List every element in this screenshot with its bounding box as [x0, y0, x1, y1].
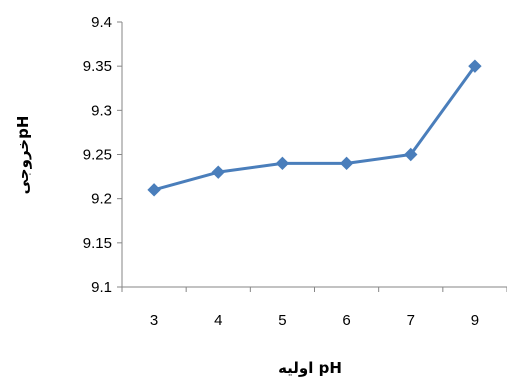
y-tick-label: 9.3 — [91, 102, 112, 119]
data-point — [147, 183, 161, 197]
x-tick-label: 6 — [342, 312, 350, 329]
data-point — [339, 156, 354, 171]
x-tick-label: 4 — [214, 312, 222, 329]
y-tick-label: 9.25 — [83, 147, 112, 164]
data-point — [468, 59, 482, 73]
y-tick-label: 9.35 — [83, 58, 112, 75]
y-axis-ticks: 9.1 9.15 9.2 9.25 9.3 9.35 9.4 — [83, 14, 122, 296]
x-tick-label: 7 — [407, 312, 415, 329]
data-series — [153, 65, 477, 192]
data-point — [275, 156, 290, 171]
x-axis-title: pH اولیه — [278, 359, 342, 377]
x-tick-label: 5 — [278, 312, 286, 329]
x-axis-ticks: 3 4 5 6 7 9 — [121, 287, 507, 329]
data-point — [404, 147, 418, 162]
chart-axes — [121, 22, 507, 288]
data-markers — [147, 59, 482, 197]
y-tick-label: 9.1 — [91, 279, 112, 296]
y-tick-label: 9.2 — [91, 191, 112, 208]
x-tick-label: 9 — [471, 312, 479, 329]
x-tick-label: 3 — [150, 312, 158, 329]
data-point — [211, 165, 225, 179]
y-tick-label: 9.4 — [91, 14, 112, 31]
y-axis-title: pHخروجی — [14, 116, 32, 195]
series-line — [153, 65, 477, 192]
y-tick-label: 9.15 — [83, 235, 112, 252]
